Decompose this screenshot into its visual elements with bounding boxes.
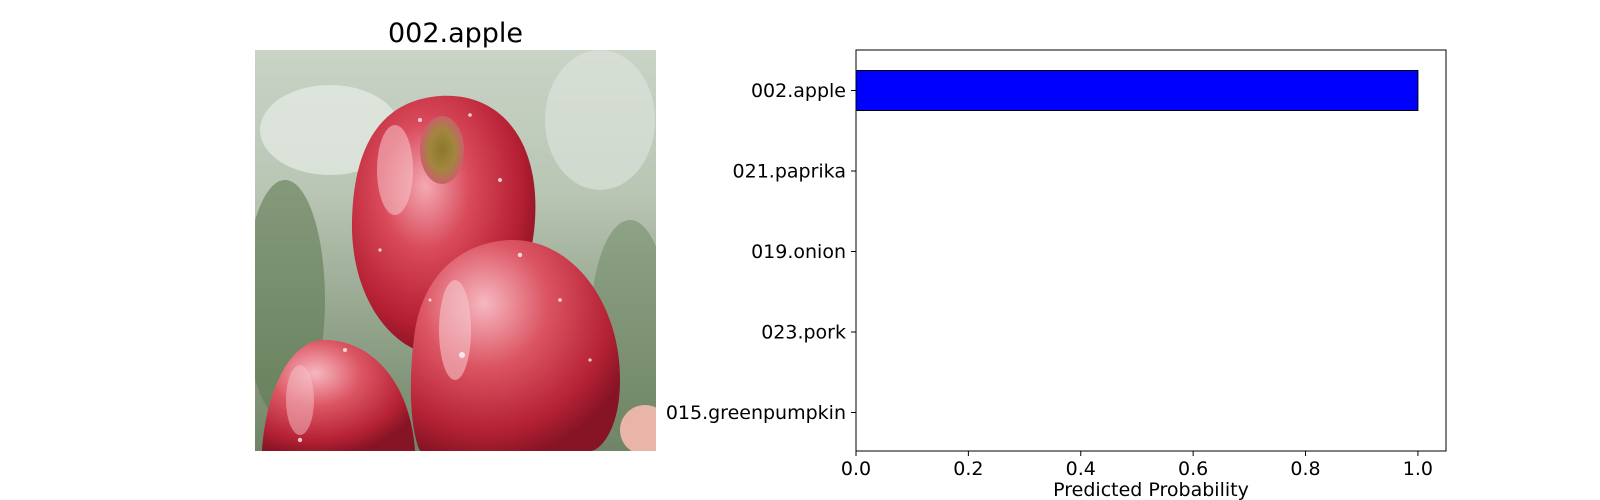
y-tick-label: 002.apple xyxy=(751,80,846,102)
y-tick-label: 023.pork xyxy=(761,322,846,344)
image-title: 002.apple xyxy=(388,18,523,49)
y-tick-label: 021.paprika xyxy=(733,161,846,183)
x-tick-label: 0.4 xyxy=(1066,458,1096,480)
bar xyxy=(855,70,1419,111)
apple-photo xyxy=(255,50,656,451)
x-tick-label: 0.6 xyxy=(1178,458,1208,480)
y-tick-label: 019.onion xyxy=(751,241,846,263)
x-tick-label: 0.0 xyxy=(841,458,871,480)
x-tick-label: 0.8 xyxy=(1290,458,1320,480)
x-axis: 0.0 0.2 0.4 0.6 0.8 1.0 xyxy=(841,451,1433,480)
x-tick-label: 0.2 xyxy=(953,458,983,480)
y-axis: 002.apple 021.paprika 019.onion 023.pork 015… xyxy=(666,80,856,424)
x-tick-label: 1.0 xyxy=(1403,458,1433,480)
bars-group xyxy=(855,70,1419,111)
image-panel: 002.apple xyxy=(255,18,656,451)
x-axis-label: Predicted Probability xyxy=(1053,479,1249,500)
bar-chart: 002.apple 021.paprika 019.onion 023.pork 015… xyxy=(666,49,1447,500)
y-tick-label: 015.greenpumpkin xyxy=(666,402,846,424)
plot-frame xyxy=(855,49,1447,452)
